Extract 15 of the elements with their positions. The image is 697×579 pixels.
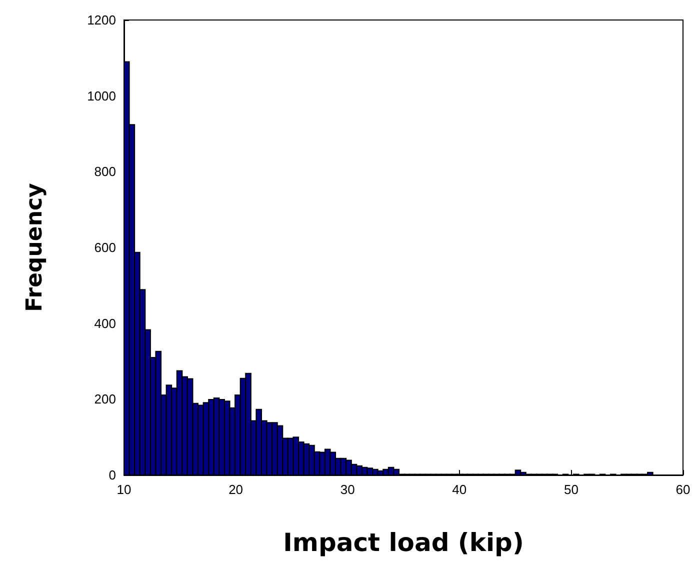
x-tick-label: 30 — [340, 482, 355, 497]
x-tick-label: 60 — [676, 482, 690, 497]
y-tick-label: 800 — [94, 164, 116, 180]
y-tick-label: 400 — [94, 316, 116, 331]
x-axis-title: Impact load (kip) — [283, 528, 524, 557]
y-tick-label: 0 — [108, 468, 116, 482]
x-tick-label: 20 — [228, 482, 244, 497]
x-tick-label: 50 — [564, 482, 578, 497]
y-tick-label: 1200 — [87, 12, 116, 28]
y-tick-label: 600 — [94, 240, 116, 255]
x-tick-label: 10 — [116, 482, 132, 497]
y-tick-label: 1000 — [87, 88, 116, 104]
x-tick-label: 40 — [452, 482, 467, 497]
y-axis-title: Frequency — [22, 183, 48, 312]
y-tick-label: 200 — [94, 392, 116, 407]
